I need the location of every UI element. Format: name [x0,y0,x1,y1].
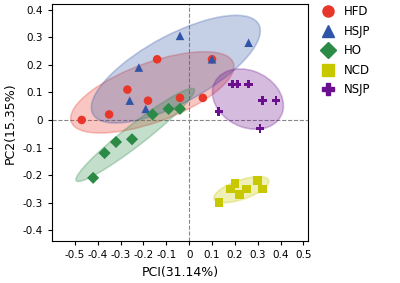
Point [177,34,183,38]
Y-axis label: PC2(15.35%): PC2(15.35%) [4,82,17,164]
Point [145,98,151,103]
Point [254,178,261,183]
Point [216,110,222,114]
Point [209,57,215,62]
Point [227,186,234,191]
Point [232,181,238,186]
Point [273,98,279,103]
Point [229,82,236,86]
Point [101,151,108,155]
Point [78,118,85,122]
Point [106,112,112,117]
Point [90,175,96,180]
Point [245,40,252,45]
Point [234,82,240,86]
Point [113,140,119,144]
Point [200,96,206,100]
Point [243,186,250,191]
Ellipse shape [214,177,269,203]
Point [209,57,215,62]
Ellipse shape [76,88,194,181]
Point [126,98,133,103]
Point [129,137,135,142]
Point [124,87,131,92]
X-axis label: PCI(31.14%): PCI(31.14%) [142,266,218,279]
Point [236,192,243,197]
Point [177,107,183,111]
Point [149,112,156,117]
Point [136,65,142,70]
Legend: HFD, HSJP, HO, NCD, NSJP: HFD, HSJP, HO, NCD, NSJP [316,5,370,96]
Point [216,200,222,205]
Point [259,186,266,191]
Point [257,126,263,130]
Ellipse shape [91,15,260,123]
Ellipse shape [71,52,234,133]
Ellipse shape [212,69,284,129]
Point [177,96,183,100]
Point [142,107,149,111]
Point [154,57,160,62]
Point [165,107,172,111]
Point [259,98,266,103]
Point [245,82,252,86]
